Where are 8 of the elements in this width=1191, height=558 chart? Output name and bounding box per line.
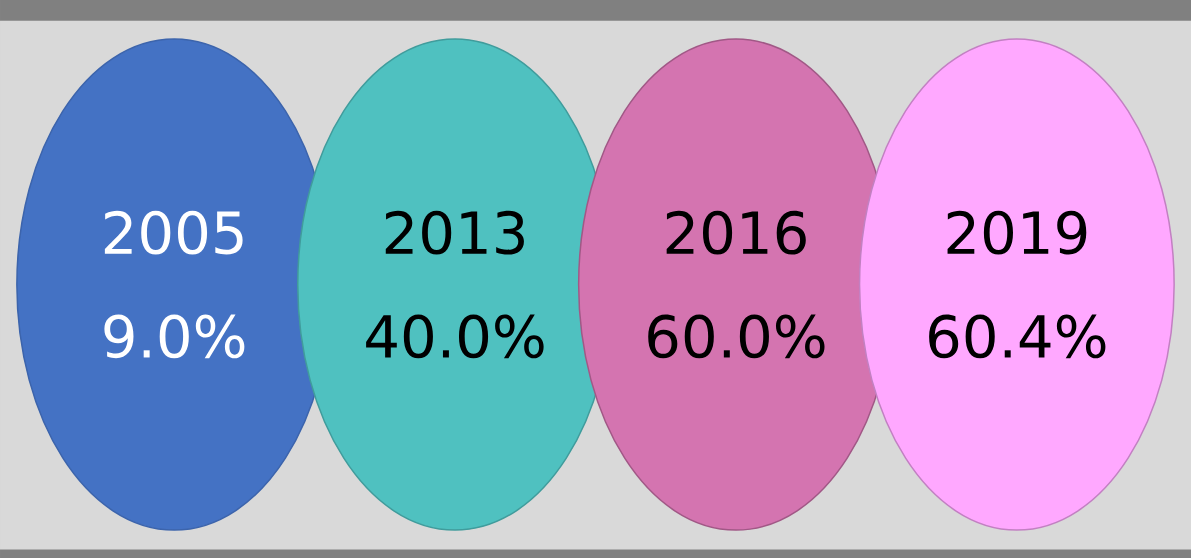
category-label: 2016 bbox=[666, 210, 806, 255]
data-label: 60.0% bbox=[648, 314, 825, 359]
category-label: 2019 bbox=[947, 210, 1087, 255]
category-label: 2005 bbox=[104, 210, 243, 255]
data-label: 9.0% bbox=[104, 314, 245, 359]
data-label: 60.4% bbox=[929, 314, 1106, 359]
category-label: 2013 bbox=[385, 210, 524, 255]
data-label: 40.0% bbox=[366, 314, 544, 359]
